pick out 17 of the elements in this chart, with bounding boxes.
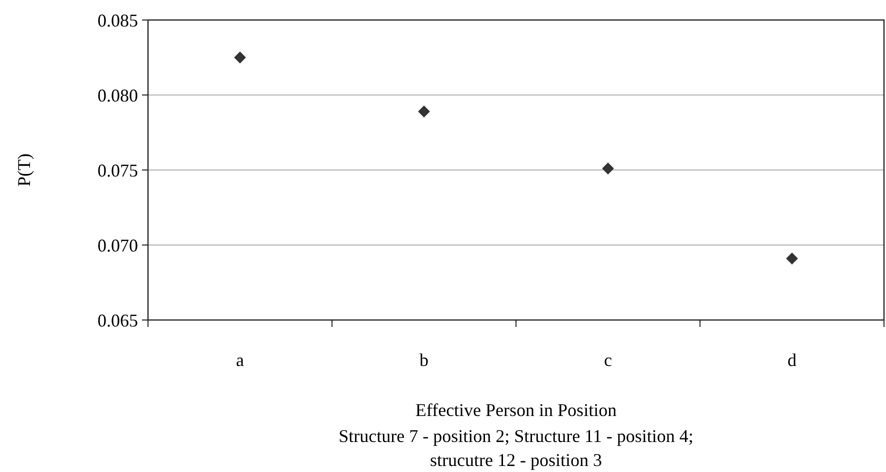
- text: strucutre 12 - position 3: [430, 450, 602, 470]
- point: [786, 252, 798, 264]
- y-tick-label: 0.080: [98, 85, 138, 106]
- point: [602, 162, 614, 174]
- y-tick-label: 0.075: [98, 160, 138, 180]
- y-tick-label: 0.065: [98, 310, 138, 330]
- x-tick-label: b: [420, 350, 428, 370]
- y-axis-title: P(T): [14, 154, 34, 186]
- x-axis-title: Effective Person in Position: [415, 400, 617, 420]
- y-tick-label: 0.085: [98, 10, 138, 30]
- y-tick-label: 0.070: [98, 235, 138, 256]
- x-tick-label: a: [236, 350, 244, 370]
- x-tick-label: d: [788, 350, 796, 370]
- x-tick-label: c: [604, 350, 612, 370]
- point: [234, 52, 246, 64]
- point: [418, 106, 430, 118]
- text: Structure 7 - position 2; Structure 11 - position 4;: [338, 426, 694, 446]
